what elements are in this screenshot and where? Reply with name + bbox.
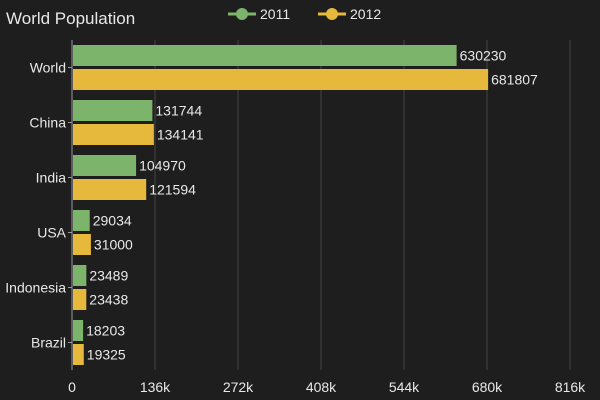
legend-marker-2012: [326, 8, 338, 20]
bar-indonesia-2011[interactable]: [73, 265, 87, 286]
x-tick-label-5: 680k: [472, 379, 503, 395]
data-label-indonesia-2011: 23489: [89, 268, 128, 284]
bar-brazil-2012[interactable]: [73, 344, 84, 365]
data-label-world-2011: 630230: [460, 48, 507, 64]
y-tick-label-china: China: [29, 115, 66, 131]
bar-brazil-2011[interactable]: [73, 320, 84, 341]
bar-world-2011[interactable]: [73, 45, 457, 66]
y-tick-label-india: India: [36, 170, 67, 186]
legend: 2011 2012: [228, 6, 381, 22]
data-label-china-2012: 134141: [157, 127, 204, 143]
y-tick-label-usa: USA: [37, 225, 66, 241]
bar-usa-2011[interactable]: [73, 210, 90, 231]
legend-item-2011[interactable]: 2011: [228, 6, 290, 22]
bars: [73, 45, 489, 365]
data-label-brazil-2011: 18203: [86, 323, 125, 339]
y-tick-label-world: World: [30, 60, 66, 76]
data-label-indonesia-2012: 23438: [89, 292, 128, 308]
data-labels: 630230 681807 131744 134141 104970 121594 2903…: [86, 48, 538, 363]
bar-usa-2012[interactable]: [73, 234, 91, 255]
bar-india-2011[interactable]: [73, 155, 137, 176]
legend-label-2011: 2011: [260, 6, 290, 22]
data-label-brazil-2012: 19325: [87, 347, 126, 363]
legend-marker-2011: [236, 8, 248, 20]
data-label-china-2011: 131744: [155, 103, 202, 119]
x-tick-label-4: 544k: [389, 379, 420, 395]
bar-indonesia-2012[interactable]: [73, 289, 87, 310]
data-label-world-2012: 681807: [491, 72, 538, 88]
grid-lines: [154, 40, 571, 370]
x-tick-label-1: 136k: [140, 379, 171, 395]
axes: 0 136k 272k 408k 544k 680k 816k World China India…: [5, 40, 586, 395]
data-label-india-2012: 121594: [149, 182, 196, 198]
data-label-india-2011: 104970: [139, 158, 186, 174]
x-tick-label-6: 816k: [555, 379, 586, 395]
data-label-usa-2012: 31000: [94, 237, 133, 253]
bar-india-2012[interactable]: [73, 179, 147, 200]
x-tick-label-0: 0: [68, 379, 76, 395]
x-tick-label-2: 272k: [223, 379, 254, 395]
legend-item-2012[interactable]: 2012: [318, 6, 381, 22]
y-tick-label-brazil: Brazil: [31, 335, 66, 351]
legend-label-2012: 2012: [350, 6, 381, 22]
bar-china-2012[interactable]: [73, 124, 154, 145]
x-tick-label-3: 408k: [306, 379, 337, 395]
bar-world-2012[interactable]: [73, 69, 489, 90]
bar-china-2011[interactable]: [73, 100, 153, 121]
data-label-usa-2011: 29034: [93, 213, 132, 229]
chart-title: World Population: [6, 9, 135, 28]
y-tick-label-indonesia: Indonesia: [5, 280, 66, 296]
